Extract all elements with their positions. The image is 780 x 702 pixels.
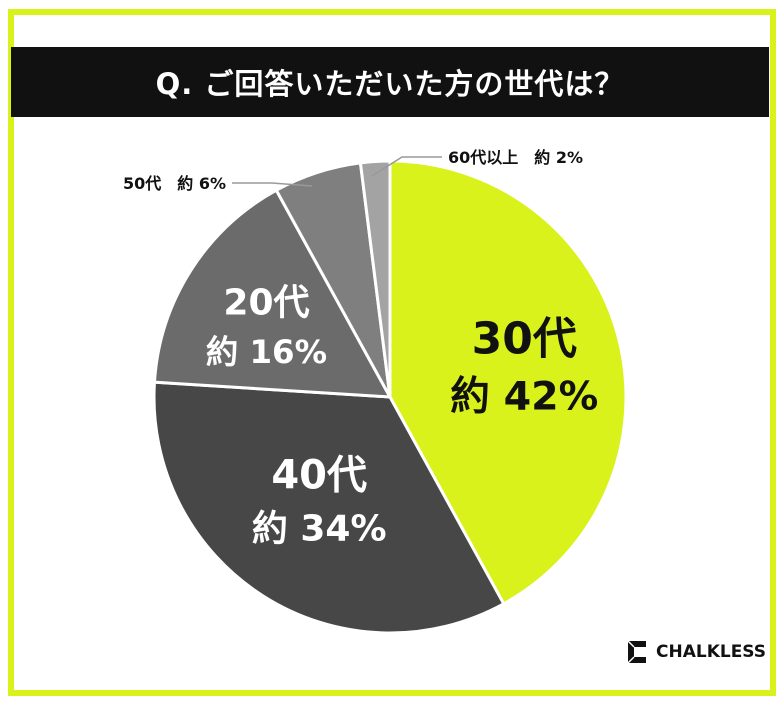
slice-label: 40代: [271, 453, 367, 499]
slice-label: 20代: [223, 283, 309, 324]
callout-line: [232, 182, 313, 187]
pie-slice: [152, 188, 393, 399]
slice-callout-label: 60代以上 約 2%: [448, 148, 583, 167]
slice-value-label: 約 34%: [252, 509, 387, 550]
callout-line: [371, 156, 442, 177]
slice-value-label: 約 16%: [206, 333, 327, 371]
chalkless-logo-icon: [627, 640, 646, 664]
slice-callout-label: 50代 約 6%: [123, 174, 226, 193]
brand-name: CHALKLESS: [656, 642, 767, 662]
chart-title: Q. ご回答いただいた方の世代は？: [155, 67, 625, 101]
slice-value-label: 約 42%: [450, 373, 598, 419]
pie-slice: [358, 159, 392, 398]
brand-logo: CHALKLESS: [624, 638, 766, 666]
pie-slice: [388, 159, 628, 606]
title-bar: Q. ご回答いただいた方の世代は？: [11, 47, 769, 117]
pie-slice: [152, 380, 506, 635]
slice-label: 30代: [472, 314, 577, 365]
